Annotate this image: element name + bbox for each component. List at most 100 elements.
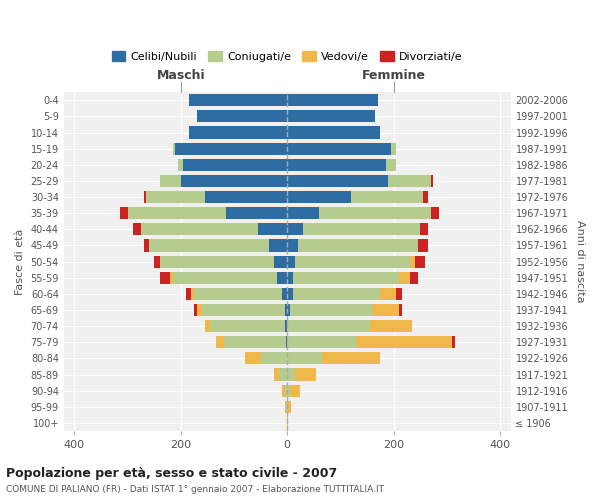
Bar bbox=[149, 240, 269, 252]
Bar bbox=[175, 142, 287, 154]
Bar bbox=[173, 272, 277, 284]
Bar bbox=[420, 224, 428, 235]
Bar bbox=[287, 191, 351, 203]
Bar bbox=[274, 256, 287, 268]
Bar bbox=[415, 256, 425, 268]
Bar bbox=[370, 320, 412, 332]
Bar bbox=[410, 272, 418, 284]
Bar bbox=[388, 175, 431, 187]
Bar bbox=[287, 126, 380, 138]
Bar bbox=[399, 272, 410, 284]
Bar bbox=[356, 336, 452, 348]
Bar bbox=[217, 336, 224, 348]
Bar bbox=[290, 304, 373, 316]
Bar bbox=[284, 304, 287, 316]
Bar bbox=[287, 417, 288, 429]
Bar bbox=[293, 272, 399, 284]
Bar bbox=[191, 288, 194, 300]
Text: Maschi: Maschi bbox=[157, 69, 205, 82]
Y-axis label: Anni di nascita: Anni di nascita bbox=[575, 220, 585, 303]
Bar bbox=[287, 175, 388, 187]
Bar bbox=[143, 240, 149, 252]
Bar bbox=[303, 224, 420, 235]
Bar bbox=[322, 352, 380, 364]
Bar bbox=[286, 400, 287, 413]
Bar bbox=[224, 336, 286, 348]
Text: Popolazione per età, sesso e stato civile - 2007: Popolazione per età, sesso e stato civil… bbox=[6, 468, 337, 480]
Bar bbox=[186, 288, 191, 300]
Bar bbox=[133, 224, 141, 235]
Bar bbox=[373, 304, 399, 316]
Bar bbox=[274, 368, 279, 380]
Bar bbox=[119, 207, 128, 219]
Bar bbox=[287, 272, 293, 284]
Bar bbox=[287, 304, 290, 316]
Bar bbox=[205, 191, 287, 203]
Bar bbox=[178, 158, 184, 171]
Bar bbox=[202, 304, 284, 316]
Legend: Celibi/Nubili, Coniugati/e, Vedovi/e, Divorziati/e: Celibi/Nubili, Coniugati/e, Vedovi/e, Di… bbox=[107, 47, 467, 66]
Bar bbox=[184, 158, 287, 171]
Bar bbox=[287, 94, 377, 106]
Bar bbox=[285, 400, 286, 413]
Bar bbox=[173, 142, 175, 154]
Bar bbox=[288, 400, 291, 413]
Bar bbox=[287, 224, 303, 235]
Bar bbox=[380, 288, 396, 300]
Bar bbox=[391, 142, 396, 154]
Bar bbox=[286, 336, 287, 348]
Bar bbox=[452, 336, 455, 348]
Bar bbox=[269, 240, 287, 252]
Bar bbox=[160, 256, 274, 268]
Bar bbox=[386, 158, 396, 171]
Bar bbox=[298, 240, 418, 252]
Bar bbox=[146, 191, 205, 203]
Bar bbox=[170, 272, 173, 284]
Text: Femmine: Femmine bbox=[362, 69, 425, 82]
Y-axis label: Fasce di età: Fasce di età bbox=[15, 228, 25, 295]
Bar bbox=[277, 272, 287, 284]
Bar bbox=[287, 142, 391, 154]
Bar bbox=[210, 320, 284, 332]
Bar bbox=[160, 175, 181, 187]
Bar bbox=[293, 288, 380, 300]
Bar bbox=[284, 384, 287, 396]
Bar bbox=[245, 352, 260, 364]
Bar bbox=[431, 207, 439, 219]
Bar bbox=[287, 288, 293, 300]
Bar bbox=[197, 110, 287, 122]
Bar bbox=[410, 256, 415, 268]
Bar bbox=[189, 126, 287, 138]
Bar bbox=[181, 175, 287, 187]
Bar bbox=[287, 336, 356, 348]
Bar bbox=[287, 352, 322, 364]
Bar bbox=[282, 288, 287, 300]
Bar bbox=[423, 191, 428, 203]
Bar bbox=[287, 400, 288, 413]
Bar bbox=[396, 288, 401, 300]
Bar bbox=[399, 304, 401, 316]
Bar bbox=[154, 256, 160, 268]
Bar bbox=[197, 304, 202, 316]
Bar bbox=[295, 368, 316, 380]
Bar bbox=[282, 384, 284, 396]
Bar bbox=[287, 207, 319, 219]
Bar bbox=[287, 110, 375, 122]
Bar bbox=[287, 240, 298, 252]
Bar bbox=[128, 207, 226, 219]
Bar bbox=[287, 368, 295, 380]
Bar bbox=[287, 384, 290, 396]
Bar bbox=[205, 320, 210, 332]
Bar bbox=[290, 384, 301, 396]
Bar bbox=[143, 191, 146, 203]
Bar bbox=[258, 224, 287, 235]
Bar bbox=[287, 256, 295, 268]
Bar bbox=[431, 175, 433, 187]
Bar bbox=[295, 256, 410, 268]
Bar bbox=[194, 288, 282, 300]
Bar bbox=[141, 224, 258, 235]
Bar bbox=[226, 207, 287, 219]
Text: COMUNE DI PALIANO (FR) - Dati ISTAT 1° gennaio 2007 - Elaborazione TUTTITALIA.IT: COMUNE DI PALIANO (FR) - Dati ISTAT 1° g… bbox=[6, 486, 384, 494]
Bar bbox=[194, 304, 197, 316]
Bar bbox=[319, 207, 431, 219]
